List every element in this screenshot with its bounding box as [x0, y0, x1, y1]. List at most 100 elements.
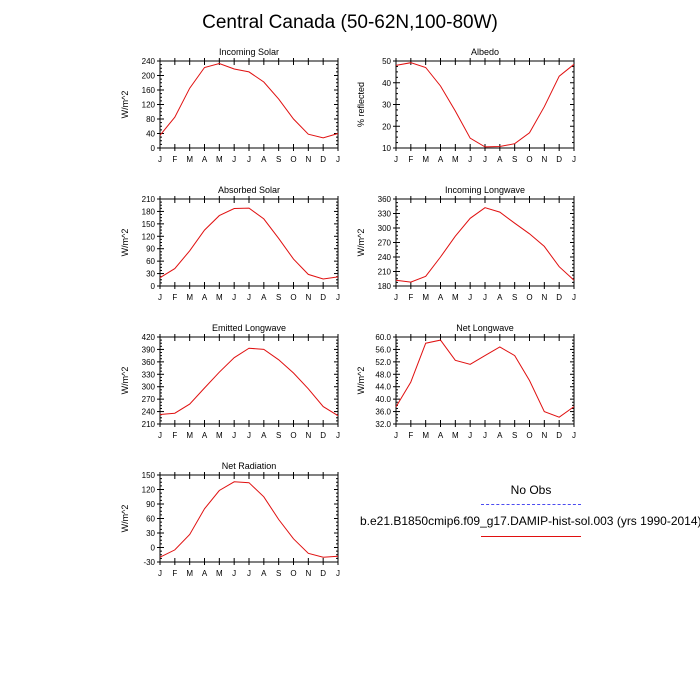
series-line — [395, 62, 575, 148]
y-tick-label: 150 — [142, 471, 156, 480]
legend-obs-line — [481, 504, 581, 505]
x-tick-label: O — [526, 155, 532, 164]
x-tick-label: J — [158, 293, 162, 302]
y-tick-label: 30 — [146, 270, 155, 279]
legend-model-line — [481, 536, 581, 537]
x-tick-label: A — [438, 431, 444, 440]
x-tick-label: J — [336, 569, 340, 578]
x-tick-label: J — [247, 569, 251, 578]
y-axis-label: W/m^2 — [356, 367, 366, 395]
y-tick-label: 120 — [142, 232, 156, 241]
series-line — [159, 62, 339, 139]
x-tick-label: M — [186, 293, 193, 302]
x-tick-label: A — [261, 431, 267, 440]
y-tick-label: 160 — [142, 86, 156, 95]
x-tick-label: J — [232, 431, 236, 440]
y-tick-label: 80 — [146, 115, 155, 124]
y-tick-label: 90 — [146, 245, 155, 254]
y-tick-label: 120 — [142, 101, 156, 110]
x-tick-label: O — [290, 155, 296, 164]
y-tick-label: 120 — [142, 486, 156, 495]
y-tick-label: 30 — [146, 529, 155, 538]
y-tick-label: 56.0 — [375, 345, 391, 354]
y-tick-label: 60 — [146, 515, 155, 524]
x-tick-label: J — [572, 155, 576, 164]
plot-frame — [395, 60, 575, 149]
panel-title: Absorbed Solar — [218, 185, 280, 195]
series-line — [159, 207, 339, 280]
x-tick-label: J — [232, 155, 236, 164]
x-tick-label: J — [572, 431, 576, 440]
y-tick-label: 300 — [142, 383, 156, 392]
y-tick-label: 240 — [142, 57, 156, 66]
x-tick-label: S — [276, 569, 281, 578]
x-tick-label: J — [572, 293, 576, 302]
legend-obs-label: No Obs — [510, 483, 552, 497]
y-tick-label: 36.0 — [375, 408, 391, 417]
x-tick-label: A — [261, 155, 267, 164]
y-tick-label: 50 — [382, 57, 391, 66]
x-tick-label: M — [422, 293, 429, 302]
x-tick-label: A — [202, 431, 208, 440]
x-tick-label: A — [202, 155, 208, 164]
y-tick-label: 180 — [378, 282, 392, 291]
x-tick-label: S — [276, 431, 281, 440]
x-tick-label: D — [556, 293, 562, 302]
x-tick-label: M — [452, 293, 459, 302]
y-tick-label: 10 — [382, 144, 391, 153]
x-tick-label: M — [452, 431, 459, 440]
x-tick-label: F — [172, 431, 177, 440]
y-axis-label: W/m^2 — [120, 229, 130, 257]
y-axis-label: W/m^2 — [120, 505, 130, 533]
x-tick-label: A — [261, 293, 267, 302]
x-tick-label: F — [172, 293, 177, 302]
x-tick-label: M — [422, 431, 429, 440]
y-tick-label: 150 — [142, 220, 156, 229]
y-tick-label: -30 — [143, 558, 155, 567]
x-tick-label: D — [320, 569, 326, 578]
chart-panel: Emitted Longwave W/m^2 210 240 270 300 330 360 3… — [120, 323, 340, 440]
x-tick-label: D — [320, 155, 326, 164]
panel-title: Net Radiation — [222, 461, 277, 471]
y-axis-label: % reflected — [356, 82, 366, 127]
panel-title: Emitted Longwave — [212, 323, 286, 333]
x-tick-label: O — [290, 293, 296, 302]
y-tick-label: 32.0 — [375, 420, 391, 429]
x-tick-label: A — [438, 293, 444, 302]
y-tick-label: 180 — [142, 207, 156, 216]
y-tick-label: 210 — [142, 195, 156, 204]
plot-frame — [395, 198, 575, 287]
y-tick-label: 0 — [151, 144, 156, 153]
y-tick-label: 200 — [142, 72, 156, 81]
y-tick-label: 210 — [378, 268, 392, 277]
series-line — [159, 481, 339, 558]
x-tick-label: N — [541, 431, 547, 440]
x-tick-label: S — [276, 155, 281, 164]
x-tick-label: M — [186, 569, 193, 578]
x-tick-label: O — [526, 431, 532, 440]
x-tick-label: M — [216, 431, 223, 440]
x-tick-label: J — [483, 431, 487, 440]
x-tick-label: J — [232, 569, 236, 578]
x-tick-label: M — [216, 569, 223, 578]
x-tick-label: S — [512, 431, 517, 440]
x-tick-label: A — [202, 569, 208, 578]
x-tick-label: J — [232, 293, 236, 302]
y-tick-label: 360 — [142, 358, 156, 367]
series-line — [395, 207, 575, 283]
x-tick-label: F — [408, 155, 413, 164]
x-tick-label: D — [556, 431, 562, 440]
x-tick-label: N — [541, 293, 547, 302]
x-tick-label: J — [247, 155, 251, 164]
panel-title: Incoming Solar — [219, 47, 279, 57]
series-line — [395, 339, 575, 418]
x-tick-label: J — [394, 293, 398, 302]
y-tick-label: 40 — [146, 130, 155, 139]
y-tick-label: 420 — [142, 333, 156, 342]
y-tick-label: 270 — [378, 239, 392, 248]
y-tick-label: 60 — [146, 257, 155, 266]
